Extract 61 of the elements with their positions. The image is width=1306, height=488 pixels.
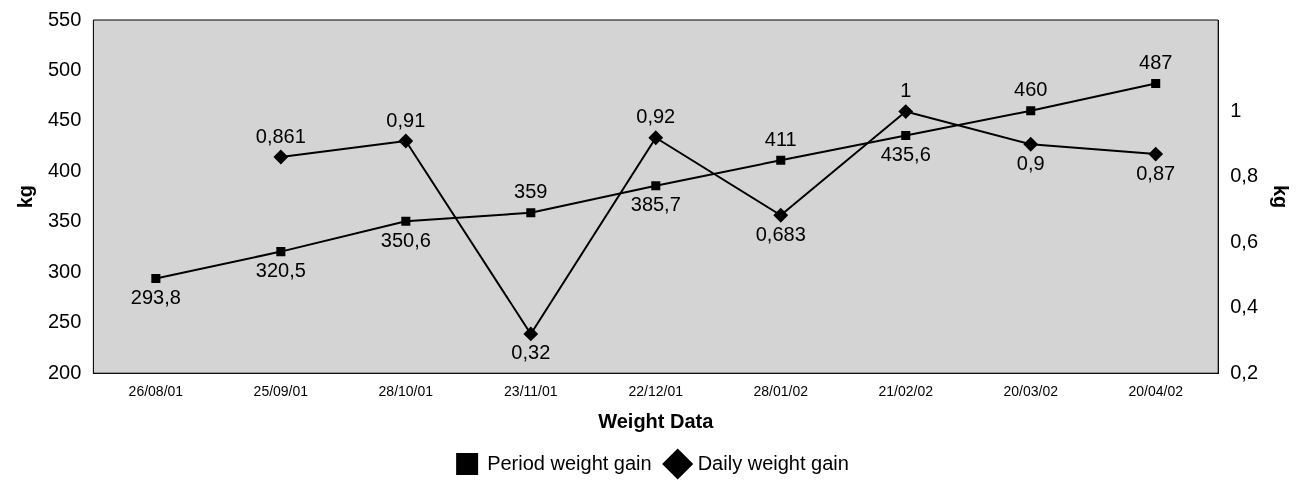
data-label: 0,92	[636, 105, 676, 128]
y-tick-label: 450	[47, 108, 82, 131]
y2-axis-title: kg	[1270, 184, 1293, 209]
data-label: 385,7	[630, 193, 681, 216]
x-tick-label: 28/01/02	[753, 383, 809, 400]
y-tick-label: 200	[47, 360, 82, 383]
y-tick-label: 550	[47, 7, 82, 30]
point	[1151, 79, 1161, 89]
y-tick-label: 500	[47, 57, 82, 80]
x-tick-label: 20/04/02	[1128, 383, 1184, 400]
y2-tick-label: 0,4	[1230, 295, 1259, 318]
point	[1023, 137, 1038, 152]
data-label: 487	[1139, 51, 1173, 74]
y2-tick-label: 0,8	[1230, 164, 1259, 187]
point	[523, 326, 538, 341]
y-tick-label: 300	[47, 259, 82, 282]
data-label: 0,91	[386, 108, 426, 131]
data-label: 1	[900, 79, 912, 102]
y2-tick-label: 1	[1230, 99, 1242, 122]
point	[648, 130, 663, 145]
y-tick-label: 250	[47, 310, 82, 333]
point	[1026, 106, 1036, 116]
y-axis-title: kg	[13, 184, 36, 209]
y2-tick-label: 0,6	[1230, 229, 1259, 252]
point	[773, 208, 788, 223]
point	[776, 155, 786, 165]
x-tick-label: 25/09/01	[253, 383, 309, 400]
x-tick-label: 22/12/01	[628, 383, 684, 400]
data-label: 0,32	[511, 341, 551, 364]
data-label: 359	[514, 180, 548, 203]
data-label: 293,8	[130, 286, 181, 309]
point	[901, 130, 911, 140]
x-axis-title: Weight Data	[598, 409, 715, 432]
legend-label: Period weight gain	[487, 451, 652, 474]
point	[898, 104, 913, 119]
point	[273, 150, 288, 165]
data-label: 350,6	[380, 228, 431, 251]
data-label: 320,5	[255, 259, 306, 282]
data-label: 435,6	[880, 142, 931, 165]
legend-label: Daily weight gain	[697, 451, 849, 474]
x-tick-label: 26/08/01	[128, 383, 184, 400]
y-tick-label: 400	[47, 158, 82, 181]
data-label: 460	[1014, 78, 1048, 101]
data-label: 411	[764, 127, 797, 150]
x-tick-label: 28/10/01	[378, 383, 434, 400]
point	[401, 216, 411, 226]
data-label: 0,683	[755, 222, 806, 245]
point	[1148, 147, 1163, 162]
point	[398, 134, 413, 148]
point	[651, 181, 661, 191]
x-tick-label: 23/11/01	[504, 383, 558, 400]
point	[276, 247, 286, 257]
y-tick-label: 350	[47, 209, 82, 232]
y2-tick-label: 0,2	[1230, 360, 1259, 383]
data-label: 0,9	[1016, 151, 1045, 174]
point	[151, 274, 161, 284]
x-tick-label: 20/03/02	[1003, 383, 1059, 400]
x-tick-label: 21/02/02	[878, 383, 934, 400]
data-label: 0,87	[1136, 161, 1176, 184]
point	[526, 208, 536, 218]
data-label: 0,861	[255, 124, 306, 147]
